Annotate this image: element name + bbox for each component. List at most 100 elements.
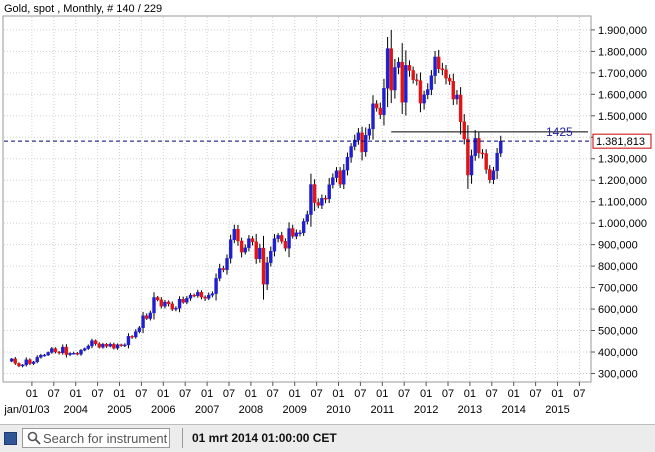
x-year-label: 2011: [370, 404, 394, 416]
x-year-label: jan/01/03: [3, 404, 49, 416]
y-tick-label: 800,000: [598, 261, 638, 273]
chart-title: Gold, spot , Monthly, # 140 / 229: [4, 3, 162, 15]
candle-body: [203, 296, 207, 299]
x-tick-label: 07: [354, 388, 366, 400]
candle-body: [488, 169, 492, 180]
candle-body: [75, 353, 80, 355]
candle-body: [79, 350, 83, 355]
candle-body: [152, 297, 156, 314]
candle-body: [126, 336, 131, 346]
candle-body: [480, 152, 485, 155]
candle-body: [484, 153, 488, 170]
candle-body: [269, 251, 273, 263]
candle-body: [466, 138, 470, 176]
candle-body: [101, 344, 105, 348]
candle-body: [17, 363, 21, 367]
candle-body: [418, 80, 423, 104]
candle-body: [53, 348, 58, 353]
candle-body: [349, 146, 353, 158]
x-tick-label: 07: [48, 388, 60, 400]
candle-body: [294, 232, 299, 237]
candle-body: [185, 298, 189, 303]
candle-body: [316, 202, 320, 206]
y-tick-label: 500,000: [598, 326, 638, 338]
candle-body: [389, 48, 393, 91]
candle-body: [283, 240, 288, 249]
candle-body: [400, 61, 404, 103]
candle-body: [236, 228, 240, 242]
candle-body: [364, 135, 368, 153]
separator: [182, 428, 183, 448]
candle-body: [130, 336, 134, 338]
x-tick-label: 01: [201, 388, 213, 400]
candles: [9, 29, 503, 368]
candle-body: [61, 346, 65, 354]
y-tick-label: 400,000: [598, 347, 638, 359]
candle-body: [35, 357, 39, 363]
candle-body: [495, 152, 499, 171]
search-box[interactable]: [22, 428, 170, 448]
x-axis: 01 07 01 07 01 07 01 07 01 07 01 07 01 07 01 07 01 07 01 07…: [3, 382, 586, 416]
x-tick-label: 01: [420, 388, 432, 400]
candle-body: [108, 344, 112, 347]
candle-body: [50, 348, 54, 353]
x-year-label: 2004: [63, 404, 87, 416]
candle-body: [469, 155, 474, 176]
x-year-label: 2015: [545, 404, 569, 416]
candle-body: [68, 353, 72, 355]
candle-body: [155, 297, 160, 301]
x-tick-label: 07: [529, 388, 541, 400]
candle-body: [214, 278, 218, 294]
candle-body: [374, 103, 379, 109]
candle-body: [163, 301, 167, 307]
candle-body: [447, 78, 452, 82]
candle-body: [345, 157, 350, 171]
search-input[interactable]: [43, 430, 167, 446]
candle-body: [137, 327, 142, 332]
x-year-label: 2013: [458, 404, 482, 416]
candle-body: [276, 235, 280, 239]
x-tick-label: 01: [289, 388, 301, 400]
candle-body: [312, 184, 317, 203]
candle-body: [20, 364, 25, 367]
candle-body: [371, 103, 375, 130]
candle-body: [327, 184, 331, 200]
y-tick-label: 1.700,000: [598, 68, 647, 80]
chart-type-icon[interactable]: [4, 432, 17, 445]
candle-body: [382, 88, 386, 115]
candle-body: [210, 293, 215, 296]
candle-body: [64, 346, 69, 355]
candle-body: [221, 268, 226, 270]
candle-body: [309, 184, 313, 215]
candle-body: [473, 138, 477, 156]
level-label: 1425: [546, 125, 573, 139]
candle-body: [426, 89, 430, 95]
price-chart[interactable]: 1425 300,000 400,000 500,000 600,000 700,000…: [0, 0, 655, 424]
candle-body: [71, 353, 76, 355]
candle-body: [112, 344, 116, 349]
candle-body: [477, 138, 481, 154]
x-tick-label: 07: [573, 388, 585, 400]
x-year-label: 2005: [107, 404, 131, 416]
candle-body: [254, 241, 258, 260]
candle-body: [411, 70, 415, 80]
candle-body: [134, 331, 138, 338]
x-tick-label: 01: [245, 388, 257, 400]
candle-body: [451, 81, 455, 100]
candle-body: [97, 343, 101, 348]
candle-body: [228, 239, 233, 259]
x-tick-label: 07: [267, 388, 279, 400]
x-tick-label: 01: [464, 388, 476, 400]
y-tick-label: 300,000: [598, 368, 638, 380]
candle-body: [499, 140, 503, 154]
y-tick-label: 1.000,000: [598, 218, 647, 230]
x-year-label: 2009: [282, 404, 306, 416]
y-tick-label: 1.500,000: [598, 111, 647, 123]
y-tick-label: 1.800,000: [598, 46, 647, 58]
x-tick-label: 01: [332, 388, 344, 400]
y-tick-label: 1.200,000: [598, 175, 647, 187]
candle-body: [272, 238, 277, 252]
x-year-label: 2008: [239, 404, 263, 416]
x-tick-label: 07: [486, 388, 498, 400]
candle-body: [437, 56, 441, 69]
